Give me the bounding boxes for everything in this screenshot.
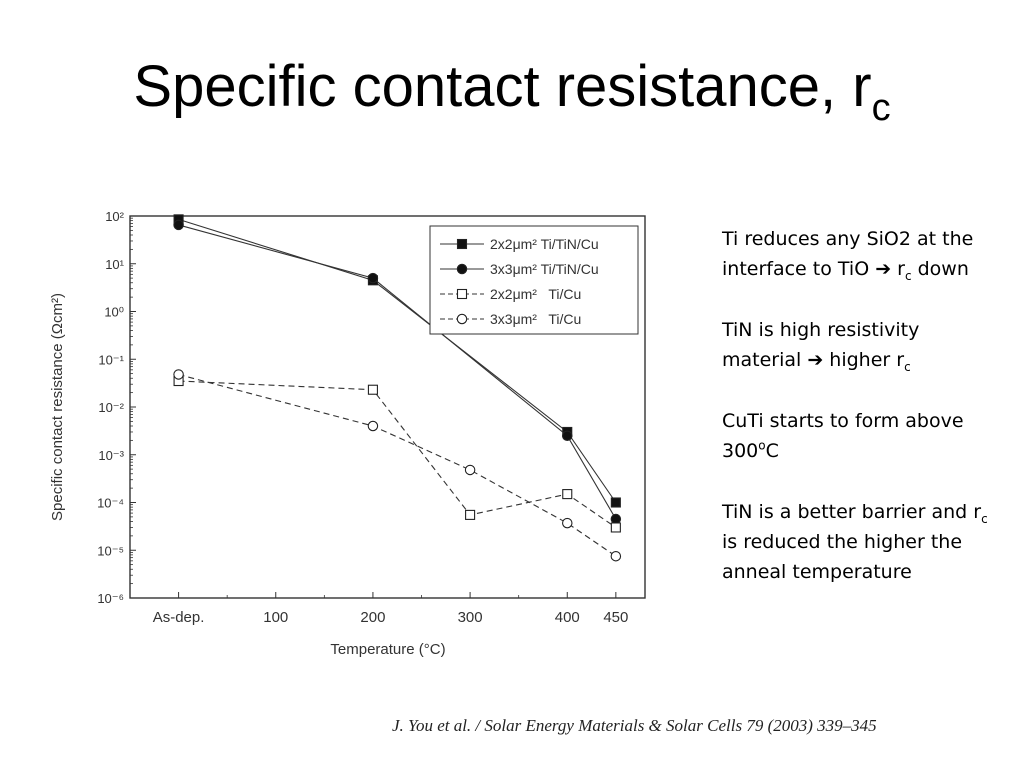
note-4-subscript: c [981, 511, 988, 526]
note-3: CuTi starts to form above 300oC [722, 406, 1002, 466]
y-tick-label: 10⁻² [98, 400, 124, 415]
contact-resistance-chart: 10² 10¹ 10⁰ 10⁻¹ 10⁻² 10⁻³ 10⁻⁴ 10⁻⁵ 10⁻⁶ As-dep… [49, 209, 646, 658]
y-axis-label: Specific contact resistance (Ωcm²) [49, 293, 66, 521]
x-axis: As-dep. 100 200 300 400 450 [153, 592, 628, 626]
legend-label: 3x3μm² Ti/TiN/Cu [490, 261, 599, 277]
note-3-superscript: o [758, 438, 766, 453]
y-tick-label: 10² [105, 209, 124, 224]
note-4: TiN is a better barrier and rc is reduce… [722, 497, 1002, 587]
note-2-text-2: higher r [823, 349, 905, 371]
legend: 2x2μm² Ti/TiN/Cu 3x3μm² Ti/TiN/Cu 2x2μm² T… [429, 225, 639, 335]
note-2: TiN is high resistivity material ➔ highe… [722, 315, 1002, 375]
legend-marker [456, 238, 468, 250]
arrow-right-icon: ➔ [807, 349, 824, 371]
y-tick-label: 10¹ [105, 257, 124, 272]
note-1: Ti reduces any SiO2 at the interface to … [722, 224, 1002, 284]
note-3-text-2: C [765, 440, 779, 462]
data-point [610, 550, 622, 562]
data-point [562, 517, 573, 529]
data-point [610, 497, 621, 508]
note-1-text-3: down [911, 258, 969, 280]
y-tick-label: 10⁻¹ [98, 352, 124, 367]
note-2-text: TiN is high resistivity material [722, 319, 920, 371]
note-4-text: TiN is a better barrier and r [722, 501, 982, 523]
x-tick-label: 300 [458, 609, 483, 626]
x-axis-label: Temperature (°C) [330, 641, 445, 658]
y-tick-label: 10⁻⁶ [97, 591, 124, 606]
slide-title-text: Specific contact resistance, r [133, 54, 872, 119]
data-point [173, 219, 184, 231]
y-axis: 10² 10¹ 10⁰ 10⁻¹ 10⁻² 10⁻³ 10⁻⁴ 10⁻⁵ 10⁻⁶ [97, 209, 136, 606]
series-line [178, 224, 617, 520]
y-tick-label: 10⁻⁴ [97, 496, 124, 511]
notes-panel: Ti reduces any SiO2 at the interface to … [722, 224, 1002, 618]
legend-label: 2x2μm² Ti/TiN/Cu [490, 236, 599, 252]
legend-marker [456, 263, 468, 275]
legend-label: 2x2μm² Ti/Cu [490, 286, 581, 302]
note-1-text: Ti reduces any SiO2 at the interface to … [722, 228, 974, 280]
y-tick-label: 10⁻⁵ [97, 543, 124, 558]
data-point [562, 489, 573, 500]
x-tick-label: 400 [555, 609, 580, 626]
data-point [464, 464, 476, 476]
legend-marker [456, 313, 468, 325]
note-4-text-2: is reduced the higher the anneal tempera… [722, 531, 963, 583]
y-tick-label: 10⁰ [104, 305, 124, 320]
data-point [562, 430, 573, 441]
arrow-right-icon: ➔ [875, 258, 892, 280]
data-point [173, 369, 184, 380]
data-point [610, 513, 622, 525]
x-tick-label: 100 [263, 609, 288, 626]
slide-title: Specific contact resistance, rc [0, 58, 1024, 128]
x-tick-label: 200 [360, 609, 385, 626]
legend-marker [456, 288, 468, 300]
data-point [465, 509, 476, 520]
legend-label: 3x3μm² Ti/Cu [490, 311, 581, 327]
data-point [367, 384, 378, 395]
data-point [610, 522, 621, 533]
slide-title-subscript: c [871, 87, 891, 129]
citation: J. You et al. / Solar Energy Materials &… [392, 716, 877, 735]
x-tick-label: As-dep. [153, 609, 205, 626]
note-2-subscript: c [904, 359, 911, 374]
note-1-text-2: r [891, 258, 905, 280]
data-point [367, 420, 379, 432]
series-layer [173, 214, 622, 562]
x-tick-label: 450 [603, 609, 628, 626]
note-1-subscript: c [904, 268, 912, 283]
data-point [367, 272, 379, 284]
series-line [178, 218, 617, 503]
y-tick-label: 10⁻³ [98, 448, 124, 463]
series-line [178, 373, 617, 557]
note-3-text: CuTi starts to form above 300 [722, 410, 964, 462]
